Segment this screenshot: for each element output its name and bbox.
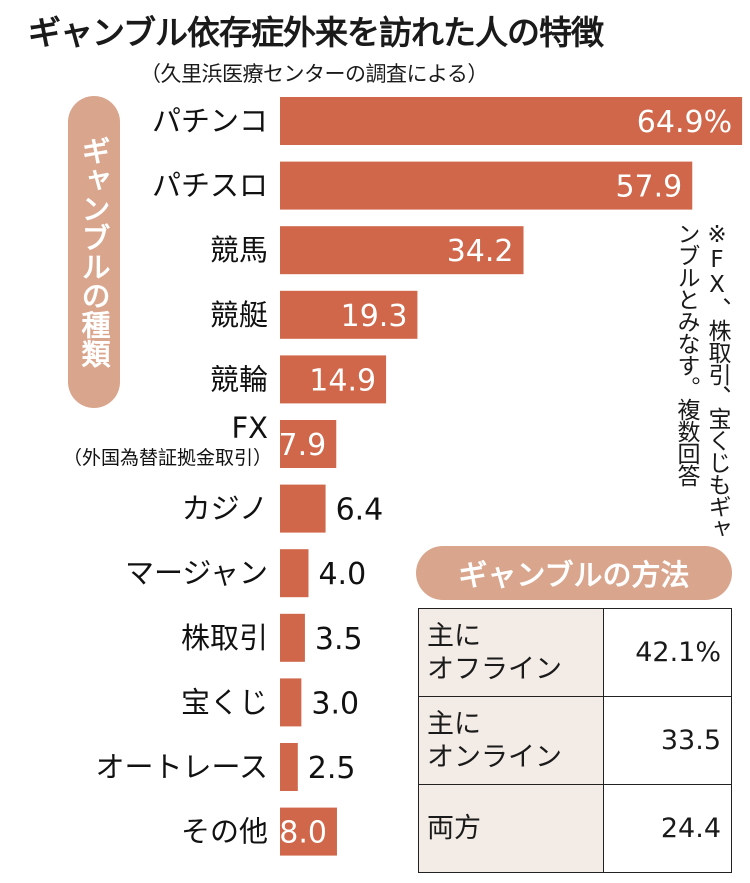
bar-10 [280,678,302,727]
value-label: 2.5 [308,751,356,786]
bar-7 [280,484,326,533]
value-label: 8.0 [279,816,327,851]
value-label: 6.4 [336,493,384,528]
method-label-line1: 主に [427,708,481,740]
method-label-line1: 主に [427,620,481,652]
category-label: 競馬 [210,233,268,267]
category-label: FX [231,411,268,445]
method-value: 42.1% [603,608,732,697]
method-row: 主に オンライン 33.5 [418,696,732,785]
bar-1 [280,97,743,145]
bar-11 [280,743,298,791]
value-label: 3.0 [311,686,359,721]
chart-subtitle: （久里浜医療センターの調査による） [140,62,488,86]
bar-3 [280,226,524,275]
bar-12 [280,807,337,856]
value-label: 14.9 [309,363,376,398]
category-label: その他 [181,815,268,849]
value-label: 19.3 [341,299,408,334]
method-label: 主に オフライン [418,608,604,697]
footnote: ※FX、株取引、宝くじもギャンブルとみなす。複数回答 [673,222,730,539]
value-label: 7.9 [279,428,327,463]
category-label: オートレース [95,750,268,784]
method-section-title: ギャンブルの方法 [416,546,732,600]
category-label: マージャン [125,556,268,590]
bar-9 [280,613,305,662]
chart-title: ギャンブル依存症外来を訪れた人の特徴 [28,13,604,52]
method-value: 24.4 [603,784,732,873]
method-label-line1: 両方 [427,813,481,844]
category-sublabel: （外国為替証拠金取引） [63,447,272,469]
bar-8 [280,549,309,598]
method-row: 両方 24.4 [418,784,732,873]
value-label: 57.9 [615,170,682,205]
category-axis-label: ギャンブルの種類 [68,96,120,408]
method-label: 両方 [418,784,604,873]
category-label: 宝くじ [181,685,268,719]
category-label: 競輪 [210,362,268,396]
category-label: パチスロ [152,169,268,203]
method-table: 主に オフライン 42.1% 主に オンライン 33.5 両方 24.4 [418,608,732,873]
bar-2 [280,161,693,210]
method-row: 主に オフライン 42.1% [418,608,732,697]
method-label-line2: オンライン [427,741,562,773]
value-label: 3.5 [315,622,363,657]
method-value: 33.5 [603,696,732,785]
value-label: 64.9% [637,105,732,140]
bar-6 [280,420,337,468]
category-label: カジノ [182,492,268,526]
bar-4 [280,290,418,339]
method-label-line2: オフライン [427,653,562,685]
category-label: 競艇 [210,298,268,332]
category-label: パチンコ [152,104,268,138]
category-label: 株取引 [181,621,268,655]
method-label: 主に オンライン [418,696,604,785]
value-label: 34.2 [447,234,514,269]
value-label: 4.0 [318,557,366,592]
bar-5 [280,355,387,404]
